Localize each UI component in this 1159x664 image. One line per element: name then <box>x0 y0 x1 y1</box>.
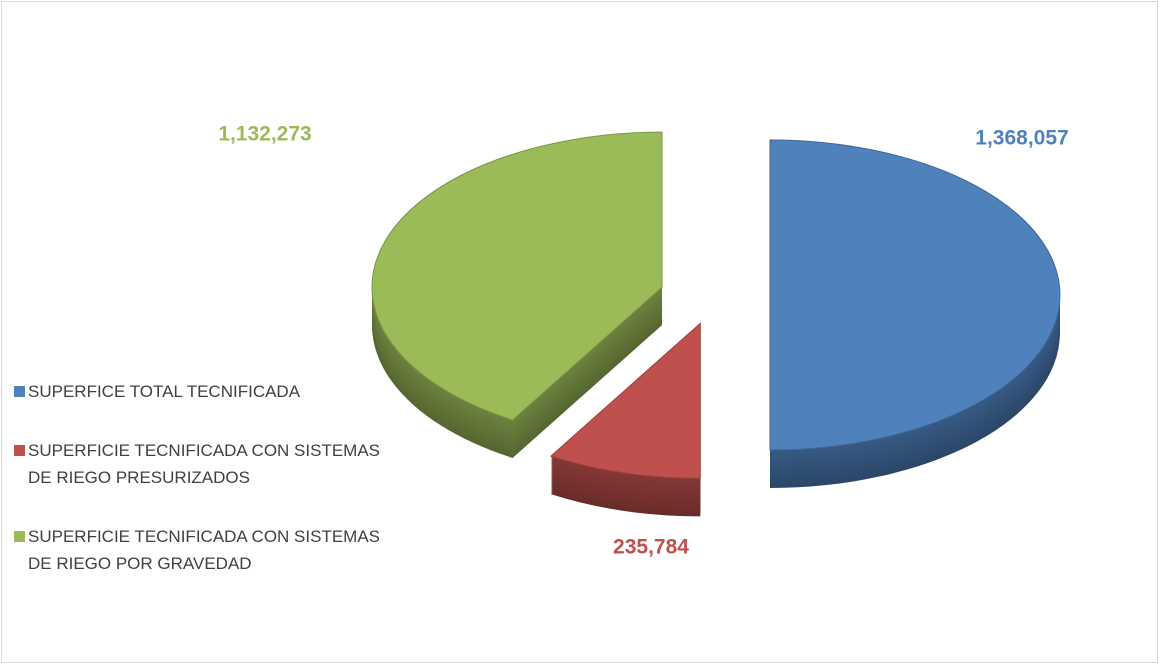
slice <box>549 322 701 479</box>
legend-item: SUPERFICE TOTAL TECNIFICADA <box>14 378 394 405</box>
legend-swatch <box>14 445 25 456</box>
legend-label: SUPERFICIE TECNIFICADA CON SISTEMAS DE R… <box>28 527 381 573</box>
data-label: 1,132,273 <box>218 123 311 146</box>
legend-item: SUPERFICIE TECNIFICADA CON SISTEMAS DE R… <box>14 523 394 577</box>
slice <box>769 139 1061 451</box>
legend-swatch <box>14 531 25 542</box>
data-label: 235,784 <box>613 536 689 559</box>
legend: SUPERFICE TOTAL TECNIFICADA SUPERFICIE TE… <box>14 378 394 609</box>
data-label: 1,368,057 <box>975 127 1068 150</box>
legend-label: SUPERFICIE TECNIFICADA CON SISTEMAS DE R… <box>28 441 381 487</box>
slice <box>371 131 663 421</box>
legend-label: SUPERFICE TOTAL TECNIFICADA <box>28 382 301 401</box>
legend-swatch <box>14 386 25 397</box>
legend-item: SUPERFICIE TECNIFICADA CON SISTEMAS DE R… <box>14 437 394 491</box>
